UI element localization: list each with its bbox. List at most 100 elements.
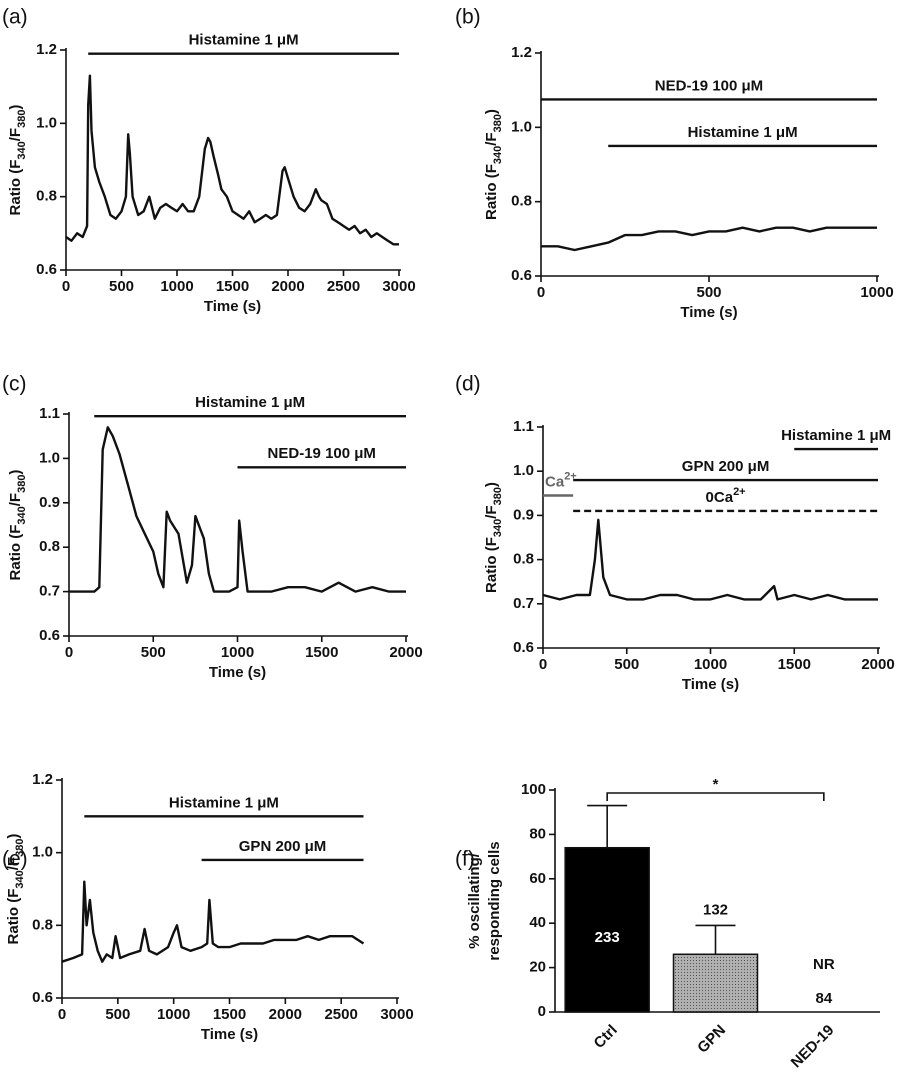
x-tick-label: 0 (539, 656, 547, 673)
y-tick-label: 0.6 (513, 639, 534, 656)
x-tick-label: 0 (65, 644, 73, 661)
y-axis-label: Ratio (F340/F380) (483, 109, 504, 220)
label-part: Ratio (F (483, 537, 500, 593)
treatment-label: Histamine 1 μM (189, 32, 299, 49)
y-tick-label: 1.1 (39, 405, 60, 422)
y-axis-label: Ratio (F340/F380) (7, 105, 28, 216)
significance-label: * (713, 776, 719, 793)
x-tick-label: 500 (105, 1006, 130, 1023)
treatment-label: Histamine 1 μM (169, 794, 279, 811)
x-tick-label: 3000 (380, 1006, 413, 1023)
label-part: 380 (16, 475, 28, 493)
x-tick-label: 500 (614, 656, 639, 673)
x-axis-label: Time (s) (201, 1026, 258, 1043)
y-tick-label: 0.6 (511, 267, 532, 284)
x-tick-label: 2500 (327, 278, 360, 295)
label-part: 340 (16, 506, 28, 524)
label-part: ) (7, 470, 24, 475)
x-tick-label: GPN (694, 1022, 729, 1057)
label-part: Ratio (F (7, 525, 24, 581)
y-tick-label: 60 (529, 870, 546, 887)
x-tick-label: 2000 (269, 1006, 302, 1023)
n-label: 233 (595, 929, 620, 946)
label-part: 0Ca (706, 489, 734, 506)
panel-label: (b) (455, 6, 481, 29)
y-tick-label: 1.0 (513, 462, 534, 479)
label-part: ) (483, 482, 500, 487)
panel-label: (d) (455, 373, 481, 396)
y-tick-label: 100 (521, 781, 546, 798)
x-tick-label: 1500 (778, 656, 811, 673)
x-tick-label: 2000 (271, 278, 304, 295)
y-tick-label: 1.0 (36, 114, 57, 131)
x-tick-label: 1000 (160, 278, 193, 295)
label-part: Ca (545, 473, 565, 490)
x-tick-label: 2000 (389, 644, 422, 661)
treatment-label: Histamine 1 μM (781, 427, 891, 444)
y-axis-label: % oscillating/ (466, 852, 483, 949)
y-tick-label: 0.7 (39, 583, 60, 600)
label-part: 2+ (733, 486, 746, 498)
label-part: 380 (14, 839, 26, 857)
y-tick-label: 0.9 (39, 494, 60, 511)
label-part: Ratio (F (5, 889, 22, 945)
panel-label: (e) (2, 848, 28, 871)
x-tick-label: Ctrl (591, 1022, 621, 1052)
y-tick-label: 0.8 (32, 916, 53, 933)
y-tick-label: 40 (529, 914, 546, 931)
label-part: /F (483, 132, 500, 145)
label-part: ) (5, 834, 22, 839)
y-tick-label: 0.8 (511, 193, 532, 210)
label-part: 340 (14, 870, 26, 888)
x-tick-label: 500 (696, 284, 721, 301)
x-tick-label: 0 (537, 284, 545, 301)
label-part: /F (5, 857, 22, 870)
x-axis-label: Time (s) (682, 676, 739, 693)
label-part: ) (483, 109, 500, 114)
y-tick-label: 1.2 (36, 41, 57, 58)
x-tick-label: 1500 (213, 1006, 246, 1023)
label-part: 380 (16, 110, 28, 128)
trace (542, 518, 878, 601)
treatment-label: GPN 200 μM (682, 458, 770, 475)
panel-label: (c) (2, 373, 27, 396)
y-axis-label: Ratio (F340/F380) (5, 834, 26, 945)
panel-label: (a) (2, 6, 28, 29)
label-part: 380 (492, 114, 504, 132)
treatment-label: Histamine 1 μM (195, 394, 305, 411)
significance-bracket (606, 792, 825, 801)
n-label: 84 (815, 990, 832, 1007)
y-tick-label: 0.8 (513, 551, 534, 568)
x-tick-label: 0 (62, 278, 70, 295)
trace (65, 74, 399, 246)
trace (61, 880, 365, 963)
x-axis-label: Time (s) (680, 304, 737, 321)
x-tick-label: 1000 (221, 644, 254, 661)
y-tick-label: 1.1 (513, 418, 534, 435)
error-bar (587, 804, 628, 848)
treatment-label: Ca2+ (545, 470, 577, 490)
treatment-label: NED-19 100 μM (655, 77, 763, 94)
y-tick-label: 1.0 (39, 449, 60, 466)
x-tick-label: 1000 (860, 284, 893, 301)
label-part: Ratio (F (7, 160, 24, 216)
x-tick-label: 1500 (216, 278, 249, 295)
n-label: 132 (703, 901, 728, 918)
x-tick-label: 2000 (861, 656, 894, 673)
y-tick-label: 0.7 (513, 595, 534, 612)
x-tick-label: 1000 (157, 1006, 190, 1023)
y-axis-label: responding cells (486, 841, 503, 960)
y-axis-label: Ratio (F340/F380) (7, 470, 28, 581)
y-tick-label: 20 (529, 959, 546, 976)
y-tick-label: 1.0 (511, 118, 532, 135)
y-tick-label: 0.9 (513, 506, 534, 523)
y-tick-label: 80 (529, 825, 546, 842)
panel-label: (f) (455, 848, 475, 871)
error-bar (695, 924, 736, 955)
x-tick-label: NED-19 (788, 1022, 838, 1072)
y-tick-label: 0.8 (36, 188, 57, 205)
x-tick-label: 1500 (305, 644, 338, 661)
label-part: /F (7, 128, 24, 141)
label-part: Ratio (F (483, 164, 500, 220)
